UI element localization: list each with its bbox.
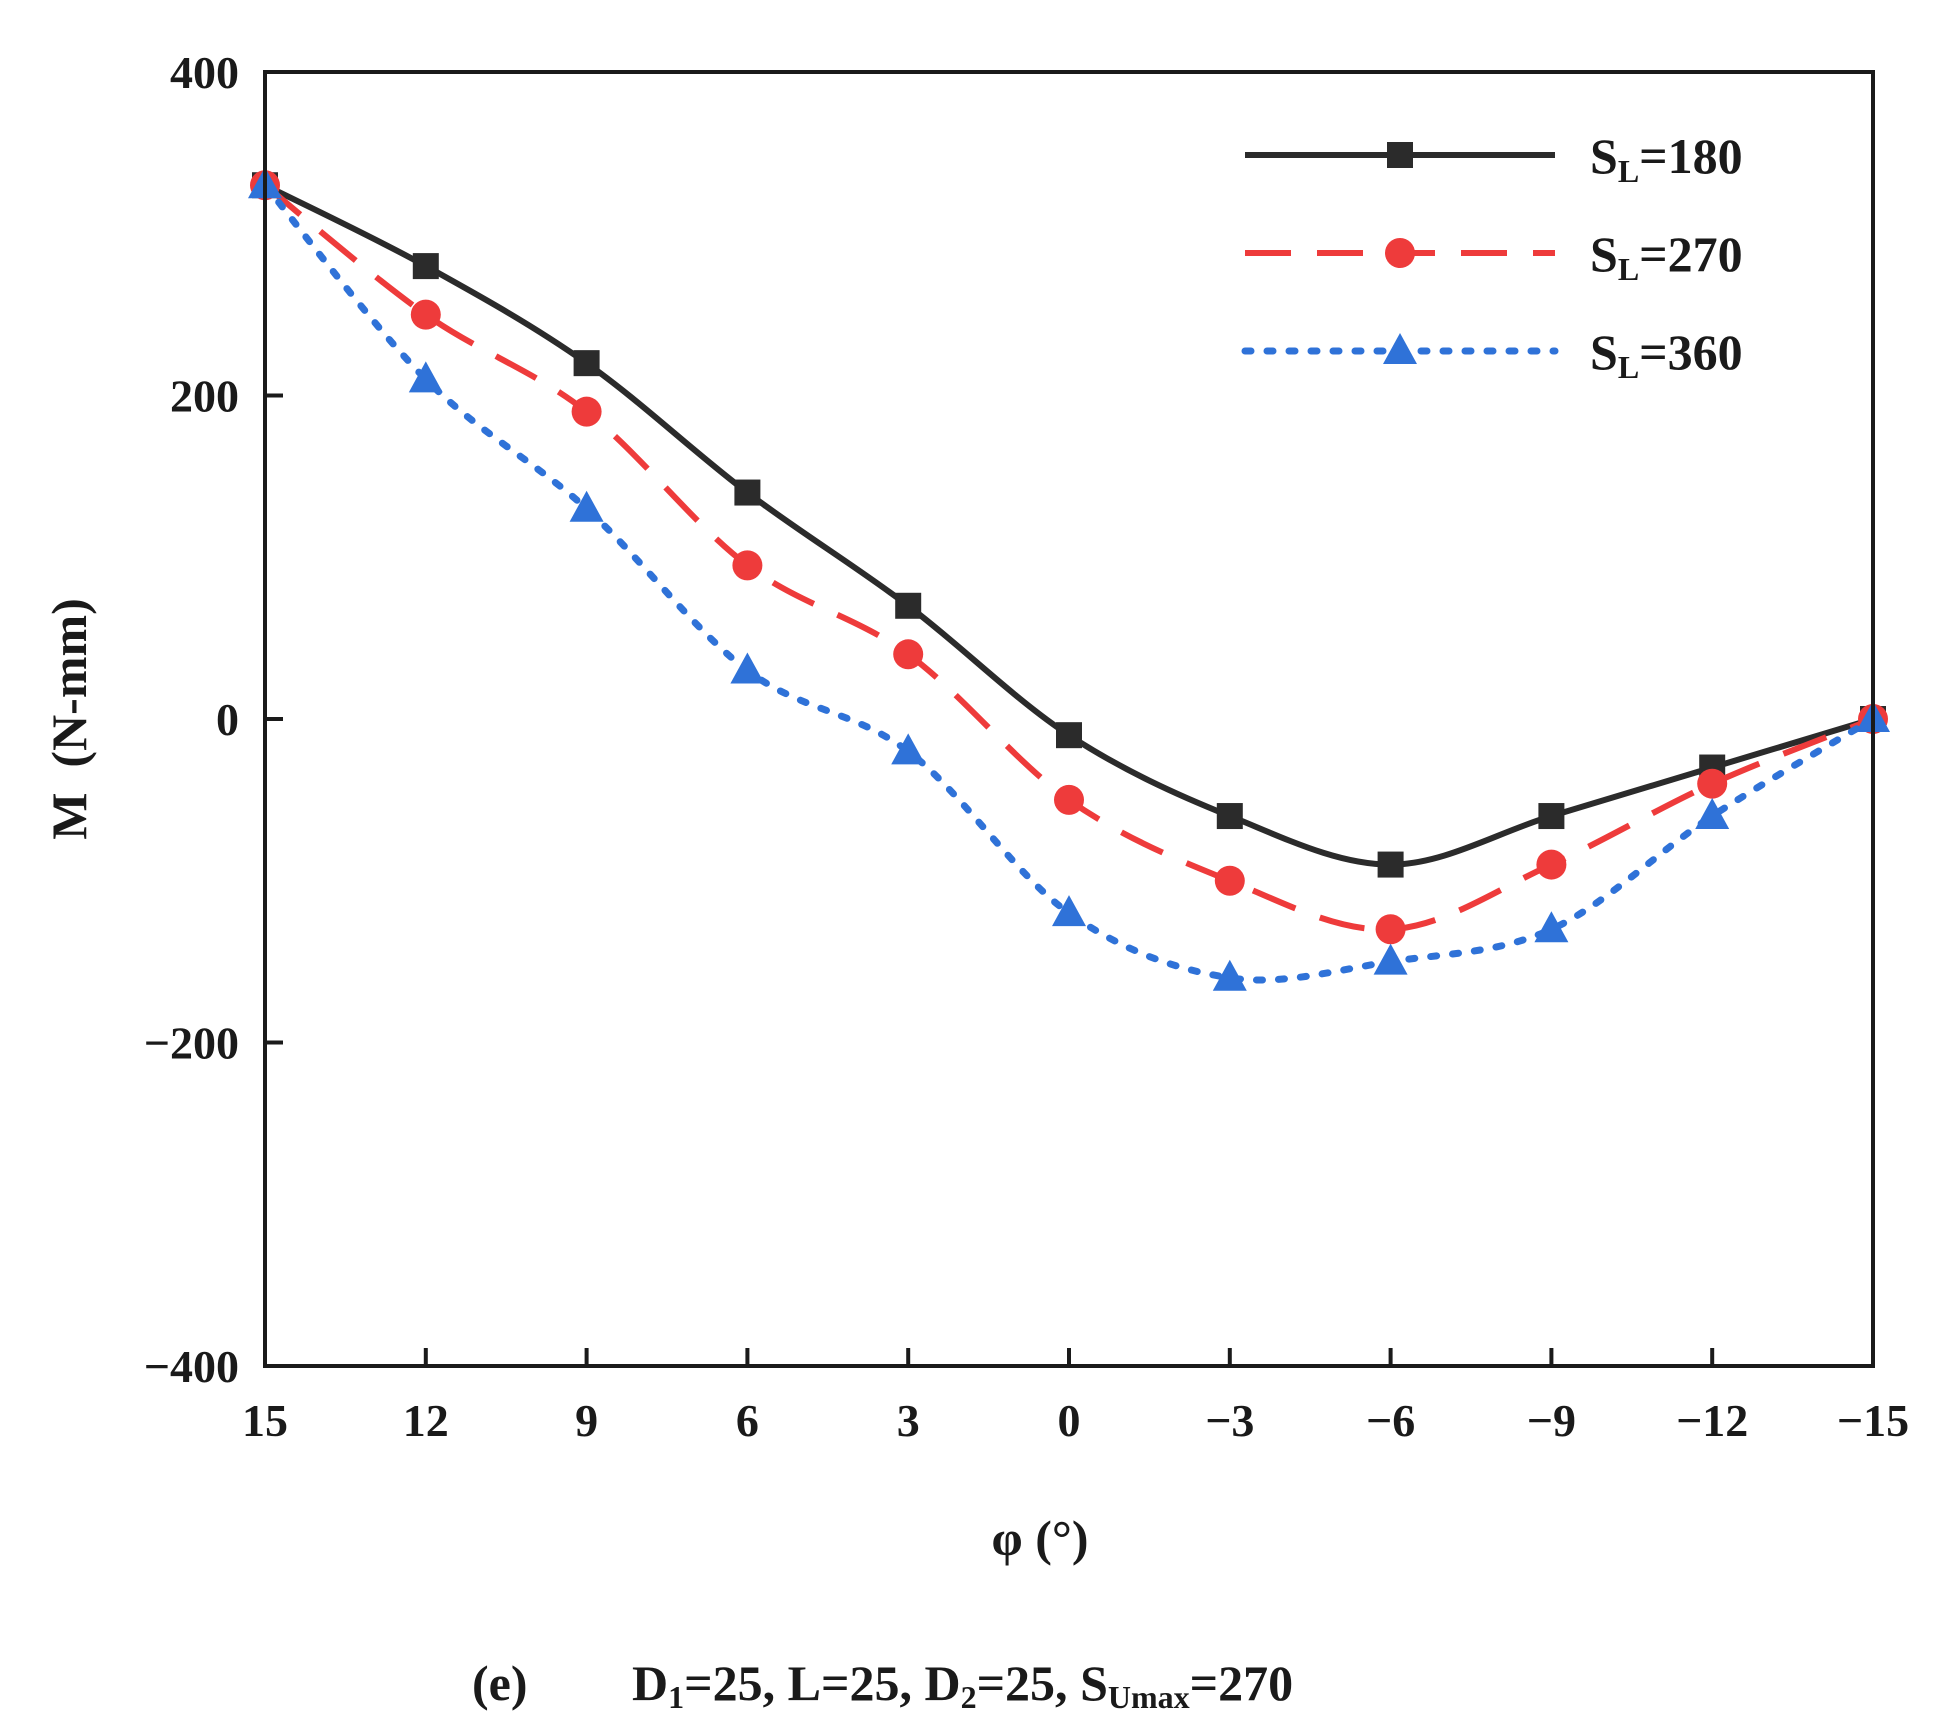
x-tick-label: −12 [1676, 1395, 1748, 1446]
legend-label-main: S [1590, 324, 1618, 380]
x-tick-label: −3 [1205, 1395, 1254, 1446]
y-tick-label: −200 [144, 1018, 239, 1069]
caption-d2-sub: 2 [961, 1679, 977, 1715]
data-point [1056, 722, 1082, 749]
data-point [571, 396, 602, 427]
x-axis-ticks: 15 12 9 6 3 0 −3 −6 −9 −12 −15 [242, 1348, 1909, 1446]
caption-d2-rest: =25, [977, 1655, 1081, 1711]
data-point [1697, 768, 1728, 799]
y-axis-ticks: 400 200 0 −200 −400 [144, 47, 283, 1392]
x-tick-label: 3 [897, 1395, 920, 1446]
legend-label: SL=270 [1590, 226, 1743, 287]
legend-label-rest: =360 [1639, 324, 1743, 380]
y-tick-label: −400 [144, 1341, 239, 1392]
data-point [1054, 784, 1084, 815]
legend-label-rest: =180 [1639, 128, 1743, 184]
data-point [895, 592, 922, 619]
x-tick-label: 0 [1058, 1395, 1081, 1446]
x-tick-label: 15 [242, 1395, 288, 1446]
series-line [261, 181, 1877, 984]
y-tick-label: 200 [170, 371, 239, 422]
legend-entry: SL=360 [1241, 324, 1743, 385]
x-tick-label: −15 [1837, 1395, 1909, 1446]
data-point [408, 361, 443, 393]
legend-label-sub: L [1618, 251, 1639, 287]
legend-entry: SL=270 [1245, 226, 1743, 287]
y-tick-label: 400 [170, 47, 239, 98]
series-circle [250, 170, 1888, 945]
legend-label-sub: L [1618, 153, 1639, 189]
x-tick-label: −6 [1366, 1395, 1415, 1446]
x-tick-label: −9 [1527, 1395, 1576, 1446]
figure-caption: (e) D1=25, L=25, D2=25, SUmax=270 [472, 1655, 1293, 1715]
data-point [732, 550, 763, 581]
data-point [1536, 849, 1567, 880]
legend-label-main: S [1590, 128, 1618, 184]
plot-frame [263, 70, 1875, 1368]
data-point [1695, 798, 1730, 830]
data-point [1373, 943, 1408, 975]
data-point [1052, 895, 1086, 927]
caption-s: S [1080, 1655, 1108, 1711]
data-point [1216, 803, 1243, 830]
data-point [412, 253, 439, 280]
legend-label: SL=360 [1590, 324, 1743, 385]
data-point [1534, 911, 1569, 943]
series-line [263, 182, 1875, 933]
x-tick-label: 6 [736, 1395, 759, 1446]
legend-marker [1385, 238, 1415, 268]
data-point [1538, 803, 1565, 830]
data-point [1375, 914, 1406, 945]
data-point [893, 639, 924, 670]
legend-marker [1383, 333, 1417, 364]
legend-label: SL=180 [1590, 128, 1743, 189]
data-point [573, 350, 600, 377]
y-tick-label: 0 [216, 694, 239, 745]
legend-label-main: S [1590, 226, 1618, 282]
legend-marker [1387, 142, 1413, 168]
y-axis-title: M (N-mm) [41, 598, 97, 840]
caption-d2: D [924, 1655, 960, 1711]
data-point [891, 733, 926, 765]
series-triangle [248, 167, 1890, 991]
legend-entry: SL=180 [1245, 128, 1743, 189]
caption-d1-sub: 1 [668, 1679, 684, 1715]
x-tick-label: 9 [575, 1395, 598, 1446]
series-line [263, 182, 1874, 868]
caption-d1: D [632, 1655, 668, 1711]
caption-label: (e) [472, 1655, 528, 1711]
data-point [734, 479, 761, 506]
data-point [1377, 851, 1404, 878]
data-point [1212, 959, 1247, 991]
data-point [410, 299, 441, 330]
legend-label-rest: =270 [1639, 226, 1743, 282]
caption-s-rest: =270 [1190, 1655, 1294, 1711]
series-layer [248, 167, 1890, 991]
caption-s-sub: Umax [1108, 1679, 1190, 1715]
caption-d1-rest: =25, L=25, [684, 1655, 924, 1711]
data-point [730, 652, 765, 684]
x-axis-title: φ (°) [992, 1510, 1089, 1566]
data-point [569, 490, 604, 522]
x-tick-label: 12 [403, 1395, 449, 1446]
data-point [1214, 865, 1245, 896]
legend-label-sub: L [1618, 349, 1639, 385]
